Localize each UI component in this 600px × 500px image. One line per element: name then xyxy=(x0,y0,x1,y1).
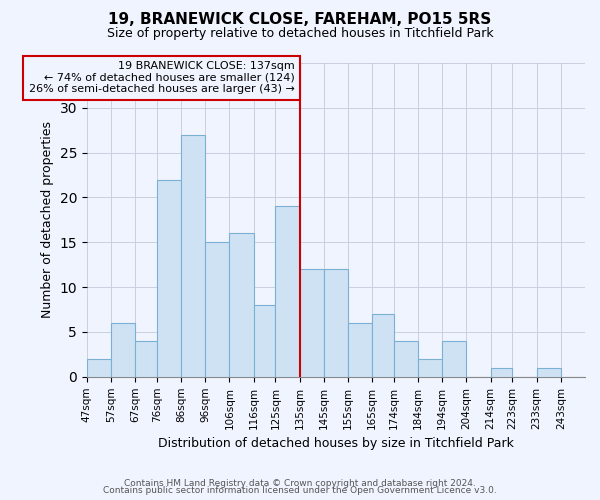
Bar xyxy=(536,368,561,377)
Y-axis label: Number of detached properties: Number of detached properties xyxy=(41,122,54,318)
Bar xyxy=(348,323,372,377)
Text: Contains public sector information licensed under the Open Government Licence v3: Contains public sector information licen… xyxy=(103,486,497,495)
Bar xyxy=(275,206,299,377)
Text: 19 BRANEWICK CLOSE: 137sqm
← 74% of detached houses are smaller (124)
26% of sem: 19 BRANEWICK CLOSE: 137sqm ← 74% of deta… xyxy=(29,61,295,94)
Bar xyxy=(394,341,418,377)
Bar xyxy=(491,368,512,377)
Bar xyxy=(157,180,181,377)
Text: Contains HM Land Registry data © Crown copyright and database right 2024.: Contains HM Land Registry data © Crown c… xyxy=(124,478,476,488)
Text: Size of property relative to detached houses in Titchfield Park: Size of property relative to detached ho… xyxy=(107,28,493,40)
Bar xyxy=(205,242,229,377)
Bar xyxy=(372,314,394,377)
Bar xyxy=(229,234,254,377)
Bar xyxy=(254,305,275,377)
Bar xyxy=(299,269,324,377)
Bar xyxy=(87,359,111,377)
Bar xyxy=(418,359,442,377)
X-axis label: Distribution of detached houses by size in Titchfield Park: Distribution of detached houses by size … xyxy=(158,437,514,450)
Bar xyxy=(442,341,466,377)
Bar xyxy=(324,269,348,377)
Bar xyxy=(135,341,157,377)
Text: 19, BRANEWICK CLOSE, FAREHAM, PO15 5RS: 19, BRANEWICK CLOSE, FAREHAM, PO15 5RS xyxy=(109,12,491,28)
Bar xyxy=(181,134,205,377)
Bar xyxy=(111,323,135,377)
